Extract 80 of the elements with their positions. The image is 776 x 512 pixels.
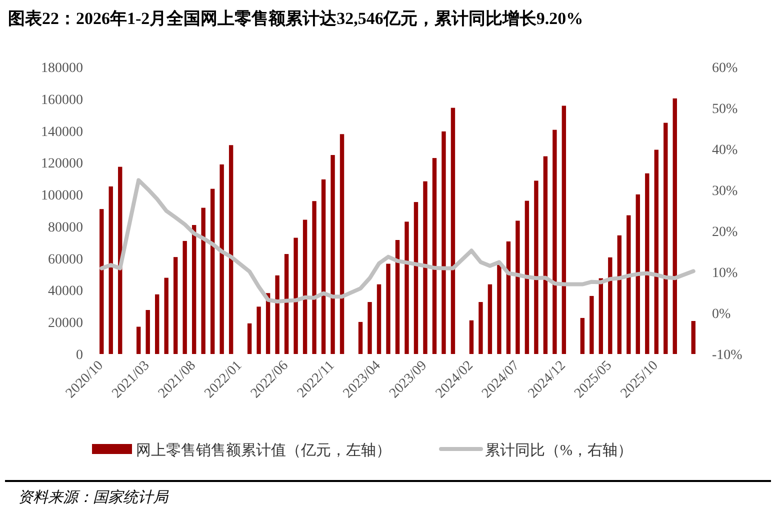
bar <box>275 275 280 354</box>
bar <box>645 173 650 354</box>
bar <box>294 238 298 354</box>
bar <box>672 98 677 354</box>
bar <box>136 326 141 354</box>
y2-tick-label: -10% <box>712 348 743 363</box>
y2-tick-label: 50% <box>712 102 738 117</box>
bar <box>497 265 502 354</box>
bar <box>302 220 308 354</box>
bar <box>404 222 409 354</box>
text: 资料来源：国家统计局 <box>18 489 169 506</box>
bar <box>543 156 548 354</box>
bar <box>617 235 622 354</box>
y-tick-label: 0 <box>76 348 83 363</box>
bar <box>358 322 363 354</box>
bar <box>608 257 612 354</box>
bar <box>173 257 178 354</box>
bar <box>469 320 474 354</box>
bar <box>247 323 252 354</box>
bar <box>636 194 640 354</box>
bar <box>368 302 372 354</box>
bar <box>376 284 382 354</box>
bar <box>192 225 196 354</box>
bar <box>664 122 668 354</box>
bar <box>210 188 215 354</box>
bar <box>691 320 696 354</box>
y-tick-label: 100000 <box>41 188 83 204</box>
bar <box>182 240 187 354</box>
legend-label: 累计同比（%，右轴） <box>485 442 632 459</box>
bar <box>330 155 335 354</box>
bar <box>506 241 511 354</box>
y-tick-label: 20000 <box>48 316 83 332</box>
bar <box>414 202 418 354</box>
bar <box>256 306 261 354</box>
bar <box>626 215 631 354</box>
y-tick-label: 180000 <box>41 61 83 76</box>
bar <box>155 294 160 354</box>
y-tick-label: 140000 <box>41 124 83 140</box>
y-tick-label: 160000 <box>41 92 83 108</box>
legend-label: 网上零售销售额累计值（亿元，左轴） <box>136 442 391 459</box>
y-tick-label: 60000 <box>48 252 83 268</box>
bar <box>432 158 437 354</box>
bar <box>340 134 344 354</box>
bar <box>100 209 104 354</box>
line-series <box>100 178 696 304</box>
bar <box>423 181 428 354</box>
y2-tick-label: 20% <box>712 225 738 240</box>
bar <box>321 179 326 354</box>
y2-tick-label: 30% <box>712 184 738 199</box>
y2-tick-label: 0% <box>712 307 731 322</box>
bar <box>201 208 206 354</box>
bar <box>516 220 520 354</box>
bar <box>524 200 530 354</box>
bar <box>228 145 234 354</box>
y-tick-label: 80000 <box>48 220 83 236</box>
y2-tick-label: 60% <box>712 61 738 76</box>
y2-tick-label: 10% <box>712 266 738 281</box>
bar <box>312 201 316 354</box>
bar <box>598 278 604 354</box>
bar <box>442 131 446 354</box>
bar <box>450 108 456 354</box>
chart-title: 图表22：2026年1-2月全国网上零售额累计达32,546亿元，累计同比增长9.20% <box>8 9 584 28</box>
bar <box>654 150 658 354</box>
bar <box>562 106 566 354</box>
bar <box>284 254 289 354</box>
bar <box>164 278 168 354</box>
bar <box>478 302 483 354</box>
bar <box>534 180 538 354</box>
bar <box>108 186 113 354</box>
y-tick-label: 40000 <box>48 284 83 300</box>
bar <box>395 240 400 354</box>
bar <box>552 130 557 354</box>
bar <box>386 264 390 354</box>
bar <box>580 318 585 354</box>
y2-tick-label: 40% <box>712 143 738 158</box>
bar <box>146 310 150 354</box>
y-tick-label: 120000 <box>41 156 83 172</box>
bar <box>488 284 492 354</box>
bar <box>590 296 594 354</box>
bar <box>220 164 224 354</box>
